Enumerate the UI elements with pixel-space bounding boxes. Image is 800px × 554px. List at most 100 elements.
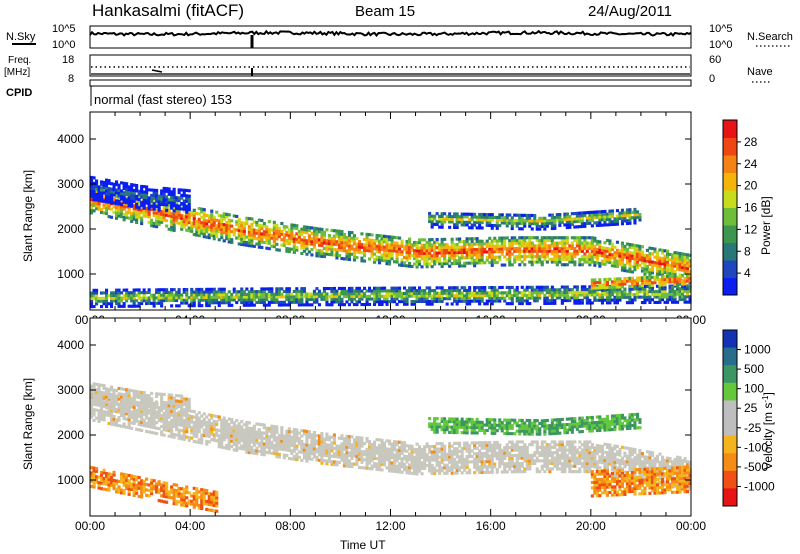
- data-cell: [330, 237, 334, 241]
- data-cell: [250, 292, 254, 296]
- data-cell: [322, 451, 326, 455]
- data-cell: [463, 250, 467, 254]
- data-cell: [147, 215, 151, 219]
- data-cell: [563, 293, 567, 297]
- data-cell: [550, 257, 554, 261]
- data-cell: [453, 212, 457, 216]
- data-cell: [508, 258, 512, 262]
- data-cell: [440, 246, 444, 250]
- data-cell: [312, 226, 316, 230]
- data-cell: [418, 262, 422, 266]
- data-cell: [535, 224, 539, 228]
- data-cell: [175, 296, 179, 300]
- data-cell: [365, 235, 369, 239]
- data-cell: [242, 444, 246, 448]
- data-cell: [443, 212, 447, 216]
- data-cell: [453, 243, 457, 247]
- data-cell: [500, 221, 504, 225]
- data-cell: [240, 430, 244, 434]
- data-cell: [217, 437, 221, 441]
- data-cell: [635, 265, 639, 269]
- data-cell: [347, 462, 351, 466]
- data-cell: [220, 293, 224, 297]
- data-cell: [620, 222, 624, 226]
- colorbar-segment: [723, 260, 737, 278]
- data-cell: [107, 207, 111, 211]
- data-cell: [488, 223, 492, 227]
- data-cell: [352, 449, 356, 453]
- data-cell: [342, 437, 346, 441]
- data-cell: [227, 221, 231, 225]
- data-cell: [658, 256, 662, 260]
- data-cell: [222, 446, 226, 450]
- data-cell: [202, 298, 206, 302]
- data-cell: [225, 293, 229, 297]
- data-cell: [220, 429, 224, 433]
- data-cell: [600, 262, 604, 266]
- data-cell: [330, 253, 334, 257]
- data-cell: [495, 288, 499, 292]
- data-cell: [345, 442, 349, 446]
- data-cell: [100, 180, 104, 184]
- data-cell: [505, 252, 509, 256]
- data-cell: [112, 420, 116, 424]
- nave-tick-bottom: 0: [709, 73, 715, 85]
- data-cell: [272, 239, 276, 243]
- data-cell: [160, 220, 164, 224]
- data-cell: [355, 457, 359, 461]
- data-cell: [185, 207, 189, 211]
- data-cell: [157, 212, 161, 216]
- data-cell: [165, 417, 169, 421]
- data-cell: [360, 444, 364, 448]
- data-cell: [618, 249, 622, 253]
- data-cell: [681, 292, 685, 296]
- data-cell: [378, 245, 382, 249]
- data-cell: [453, 297, 457, 301]
- data-cell: [553, 244, 557, 248]
- data-cell: [340, 436, 344, 440]
- data-cell: [357, 300, 361, 304]
- data-cell: [100, 186, 104, 190]
- data-cell: [165, 296, 169, 300]
- data-cell: [132, 204, 136, 208]
- data-cell: [440, 237, 444, 241]
- data-cell: [192, 211, 196, 215]
- data-cell: [347, 239, 351, 243]
- data-cell: [368, 257, 372, 261]
- data-cell: [683, 258, 687, 262]
- data-cell: [172, 198, 176, 202]
- data-cell: [618, 293, 622, 297]
- station-title: Hankasalmi (fitACF): [92, 1, 244, 20]
- data-cell: [155, 188, 159, 192]
- data-cell: [573, 252, 577, 256]
- data-cell: [458, 299, 462, 303]
- data-cell: [312, 455, 316, 459]
- data-cell: [217, 445, 221, 449]
- data-cell: [550, 244, 554, 248]
- data-cell: [453, 294, 457, 298]
- data-cell: [555, 257, 559, 261]
- data-cell: [302, 451, 306, 455]
- data-cell: [400, 239, 404, 243]
- data-cell: [217, 238, 221, 242]
- data-cell: [500, 285, 504, 289]
- data-cell: [508, 263, 512, 267]
- data-cell: [523, 244, 527, 248]
- data-cell: [172, 293, 176, 297]
- data-cell: [658, 264, 662, 268]
- data-cell: [463, 286, 467, 290]
- data-cell: [415, 241, 419, 245]
- data-cell: [177, 191, 181, 195]
- data-cell: [307, 435, 311, 439]
- data-cell: [543, 296, 547, 300]
- data-cell: [490, 261, 494, 265]
- data-cell: [115, 214, 119, 218]
- data-cell: [470, 212, 474, 216]
- data-cell: [107, 422, 111, 426]
- data-cell: [272, 298, 276, 302]
- data-cell: [553, 299, 557, 303]
- data-cell: [202, 423, 206, 427]
- data-cell: [292, 250, 296, 254]
- data-cell: [90, 296, 94, 300]
- data-cell: [515, 296, 519, 300]
